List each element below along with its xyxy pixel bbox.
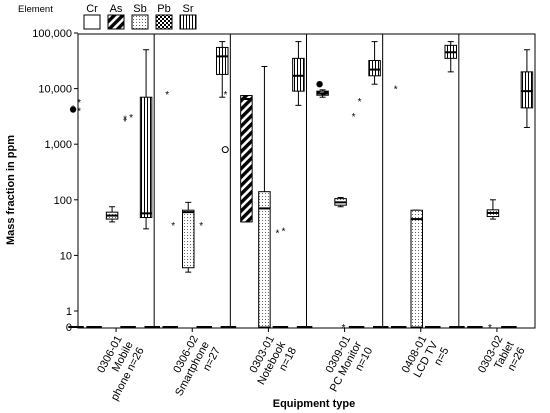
- outlier-star: *: [342, 323, 346, 334]
- legend-swatch-pb: [155, 14, 173, 30]
- equipment-group: ***: [220, 34, 305, 328]
- outlier-dot: [316, 80, 323, 88]
- box-as: [240, 95, 253, 223]
- legend-swatch-sb: [131, 14, 149, 30]
- outlier-star: *: [129, 113, 133, 124]
- y-tick-label: 10: [60, 250, 72, 262]
- box-sb: [105, 206, 119, 223]
- box-sb: [410, 209, 423, 328]
- box-iqr: [258, 191, 271, 328]
- equipment-group: ***: [296, 34, 381, 334]
- outlier-star: *: [352, 112, 356, 123]
- box-sr: [216, 41, 229, 98]
- outlier-star: *: [281, 227, 285, 238]
- outlier-star: *: [165, 90, 169, 101]
- legend-label-pb: Pb: [157, 3, 170, 15]
- outlier-star: *: [358, 97, 362, 108]
- legend-swatch-sr: [179, 14, 197, 30]
- box-groups: ** ** **** *********: [68, 34, 534, 334]
- outlier-circle: [221, 146, 229, 154]
- x-category-label: 0309-01PC Monitorn=10: [317, 333, 376, 399]
- y-axis-title: Mass fraction in ppm: [5, 135, 17, 245]
- box-sr: [444, 41, 457, 73]
- box-sb: [486, 199, 500, 220]
- box-sr: [520, 49, 534, 128]
- x-category-label: 0408-01LCD TVn=5: [400, 333, 452, 387]
- y-tick-label: 10,000: [38, 84, 72, 96]
- x-axis: 0306-01Mobilephone n=26 0306-02Smartphone…: [87, 328, 528, 404]
- box-sb: [182, 201, 195, 273]
- legend-label-sr: Sr: [183, 3, 194, 15]
- box-sr: [292, 41, 305, 106]
- x-axis-title: Equipment type: [273, 398, 356, 410]
- legend: Element Cr As Sb Pb Sr: [18, 3, 197, 30]
- equipment-group: * * *: [144, 34, 229, 328]
- outlier-star: *: [123, 117, 127, 128]
- legend-label-sb: Sb: [133, 3, 146, 15]
- box-sr: [139, 49, 153, 230]
- legend-label-cr: Cr: [86, 3, 98, 15]
- legend-swatch-cr: [83, 14, 101, 30]
- outlier-star: *: [123, 114, 127, 125]
- box-iqr: [292, 57, 305, 92]
- x-category-label: 0306-01Mobilephone n=26: [87, 334, 147, 403]
- box-sb: [334, 196, 347, 208]
- box-iqr: [240, 95, 253, 223]
- outlier-star: *: [199, 221, 203, 232]
- x-category-label: 0303-02Tabletn=26: [476, 334, 528, 387]
- box-as: [316, 89, 329, 98]
- y-tick-label: 100,000: [32, 28, 72, 40]
- box-iqr: [216, 46, 229, 75]
- equipment-group: ** ** **: [68, 49, 153, 328]
- x-category-label: 0306-02Smartphonen=27: [162, 334, 223, 404]
- outlier-star: *: [275, 228, 279, 239]
- box-sb: [258, 65, 271, 328]
- y-tick-label: 1: [66, 306, 72, 318]
- outlier-star: *: [488, 323, 492, 334]
- x-category-label: 0303-01Notebookn=18: [244, 333, 299, 392]
- outlier-star: *: [171, 221, 175, 232]
- outlier-star: *: [71, 104, 75, 115]
- box-sr: [368, 41, 381, 85]
- outlier-star: *: [394, 85, 398, 96]
- equipment-group: *: [449, 34, 534, 334]
- outlier-star: *: [223, 90, 227, 101]
- box-iqr: [410, 209, 423, 328]
- box-iqr: [520, 71, 534, 109]
- outlier-star: *: [77, 107, 81, 118]
- equipment-group: *: [373, 34, 457, 328]
- y-tick-label: 1,000: [44, 139, 72, 151]
- outlier-star: *: [77, 98, 81, 109]
- box-iqr: [368, 60, 381, 77]
- box-iqr: [139, 96, 153, 219]
- y-tick-label: 100: [54, 195, 72, 207]
- legend-label-as: As: [110, 3, 123, 15]
- legend-swatch-as: [107, 14, 125, 30]
- legend-title: Element: [18, 4, 53, 15]
- box-iqr: [182, 209, 195, 269]
- outlier-dot: [69, 106, 77, 113]
